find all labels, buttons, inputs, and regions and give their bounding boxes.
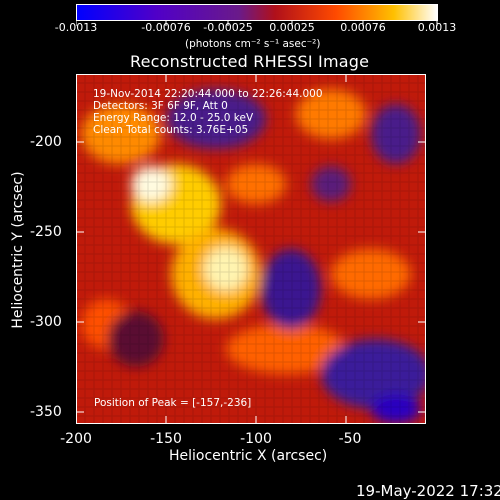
colorbar-tick-label: 0.00076 bbox=[340, 21, 386, 34]
x-tick-label: -50 bbox=[338, 431, 362, 447]
colorbar-tick-label: -0.00076 bbox=[141, 21, 191, 34]
y-tick-label: -300 bbox=[30, 314, 62, 330]
colorbar-tick-label: 0.0013 bbox=[417, 21, 457, 34]
axis-ticks bbox=[76, 74, 426, 424]
colorbar-tick-label: -0.0013 bbox=[54, 21, 98, 34]
colorbar bbox=[76, 4, 438, 21]
footer-date: 19-May-2022 17:32 bbox=[356, 482, 500, 500]
info-energy-range: Energy Range: 12.0 - 25.0 keV bbox=[93, 112, 254, 124]
colorbar-tick-label: 0.00025 bbox=[269, 21, 315, 34]
info-detectors: Detectors: 3F 6F 9F, Att 0 bbox=[93, 100, 228, 112]
y-axis-label: Heliocentric Y (arcsec) bbox=[10, 171, 26, 329]
info-total-counts: Clean Total counts: 3.76E+05 bbox=[93, 124, 249, 136]
x-axis-label: Heliocentric X (arcsec) bbox=[169, 448, 328, 464]
rhessi-image-plot bbox=[76, 74, 426, 424]
y-tick-label: -250 bbox=[30, 224, 62, 240]
info-time-range: 19-Nov-2014 22:20:44.000 to 22:26:44.000 bbox=[93, 88, 323, 100]
peak-position: Position of Peak = [-157,-236] bbox=[94, 397, 252, 409]
colorbar-tick-label: -0.00025 bbox=[203, 21, 253, 34]
x-tick-label: -100 bbox=[240, 431, 272, 447]
y-tick-label: -200 bbox=[30, 134, 62, 150]
image-title: Reconstructed RHESSI Image bbox=[130, 52, 370, 71]
x-tick-label: -150 bbox=[150, 431, 182, 447]
colorbar-ticks bbox=[76, 21, 438, 26]
colorbar-units: (photons cm⁻² s⁻¹ asec⁻²) bbox=[185, 38, 321, 50]
y-tick-label: -350 bbox=[30, 404, 62, 420]
x-tick-label: -200 bbox=[60, 431, 92, 447]
